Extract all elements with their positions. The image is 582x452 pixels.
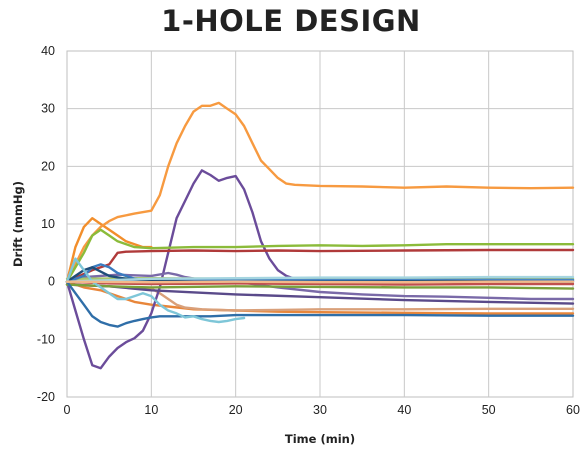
series-line-18	[65, 275, 575, 283]
y-axis-label: Drift (mmHg)	[11, 181, 25, 267]
y-tick-label: 30	[41, 102, 55, 116]
series-line-19	[65, 280, 575, 284]
series-line-11	[65, 248, 575, 283]
series-line-1	[65, 216, 153, 283]
series-group	[65, 101, 575, 370]
series-line-13	[65, 280, 575, 328]
x-tick-label: 60	[566, 403, 580, 417]
series-line-12	[65, 280, 575, 286]
y-tick-label: -10	[37, 332, 55, 346]
x-tick-label: 10	[144, 403, 158, 417]
y-tick-label: 0	[48, 275, 55, 289]
series-line-17	[65, 257, 246, 324]
series-line-8	[65, 228, 575, 283]
series-line-9	[65, 283, 575, 290]
series-line-3	[65, 280, 575, 315]
x-tick-label: 30	[313, 403, 327, 417]
series-line-5	[65, 169, 575, 370]
x-tick-label: 40	[397, 403, 411, 417]
series-line-2	[65, 101, 575, 283]
y-tick-label: -20	[37, 390, 55, 404]
y-tick-label: 40	[41, 44, 55, 58]
x-tick-label: 0	[64, 403, 71, 417]
tick-labels: 0 10 20 30 40 50 60 -20 -10 0 10 20 30 40	[37, 44, 580, 417]
x-axis-label: Time (min)	[285, 432, 355, 446]
y-tick-label: 10	[41, 217, 55, 231]
y-tick-label: 20	[41, 159, 55, 173]
x-tick-label: 50	[482, 403, 496, 417]
chart-title: 1-HOLE DESIGN	[161, 4, 421, 38]
x-tick-label: 20	[229, 403, 243, 417]
